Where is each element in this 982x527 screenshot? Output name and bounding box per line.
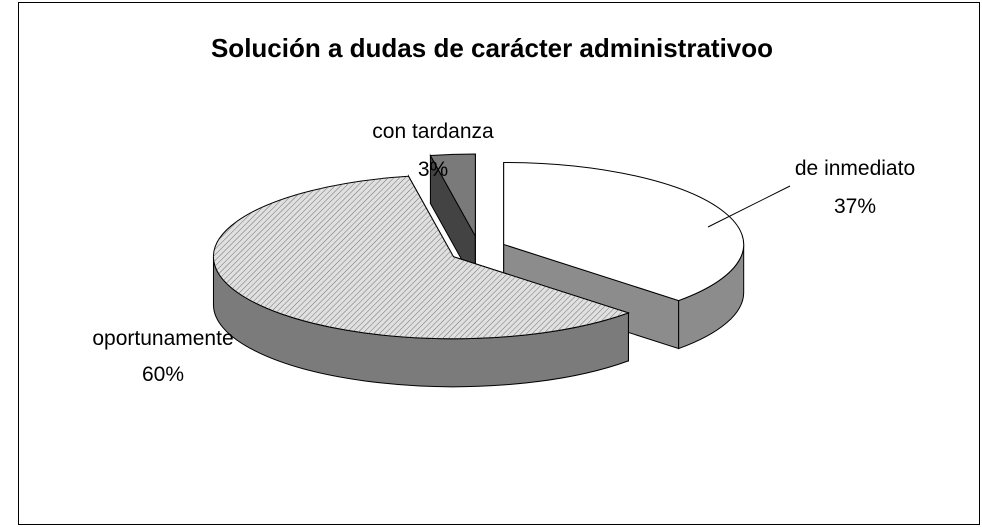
slice-hatch [213,176,629,339]
label: de inmediato 37% [750,150,960,226]
label: con tardanza 3% [323,113,543,189]
value-label: 60% [141,363,185,386]
slice [429,153,476,238]
category-label: de inmediato [794,157,916,180]
chart-title: Solución a dudas de carácter administrat… [211,33,773,63]
category-label: oportunamente [92,327,234,350]
pie [212,153,745,388]
value-label: 3% [417,158,449,181]
leader-line [707,185,791,228]
chart-frame [18,2,980,525]
value-label: 37% [833,195,877,218]
label: oportunamente 60% [70,321,256,393]
category-label: con tardanza [372,120,494,143]
slice [503,161,745,302]
